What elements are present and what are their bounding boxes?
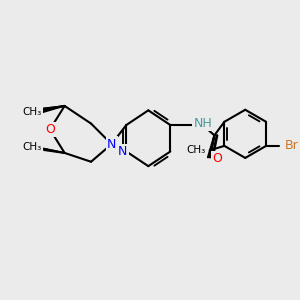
- Polygon shape: [42, 106, 64, 112]
- Text: O: O: [212, 152, 222, 165]
- Text: N: N: [118, 145, 128, 158]
- Text: CH₃: CH₃: [20, 107, 40, 117]
- Text: CH₃: CH₃: [20, 142, 40, 152]
- Text: O: O: [45, 123, 55, 136]
- Text: N: N: [107, 138, 116, 151]
- Text: CH₃: CH₃: [23, 142, 42, 152]
- Text: Br: Br: [285, 140, 299, 152]
- Text: CH₃: CH₃: [23, 107, 42, 117]
- Text: NH: NH: [194, 117, 213, 130]
- Text: CH₃: CH₃: [186, 145, 205, 155]
